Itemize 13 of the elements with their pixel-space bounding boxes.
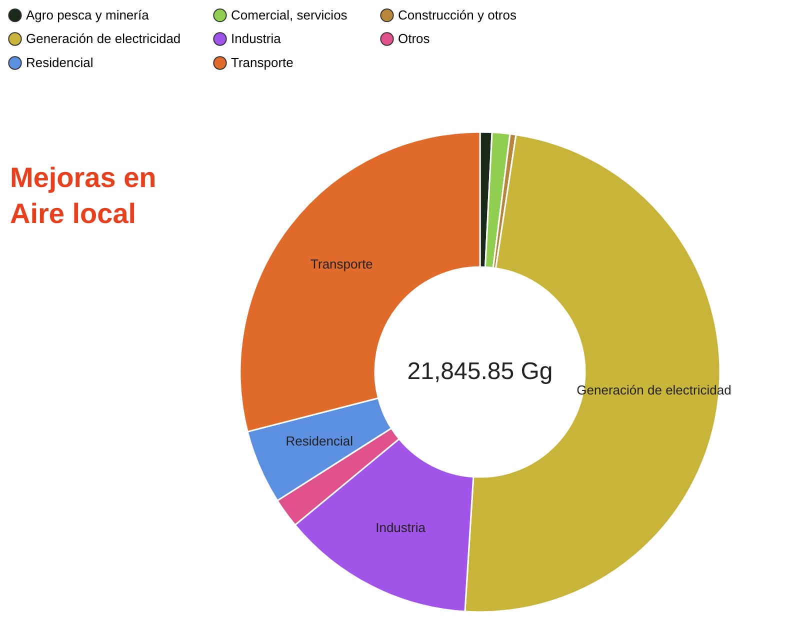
slice-label: Residencial — [286, 434, 354, 448]
legend-label: Residencial — [26, 55, 94, 70]
slice-label: Industria — [376, 520, 426, 535]
legend-label: Agro pesca y minería — [26, 7, 150, 22]
legend-label: Generación de electricidad — [26, 31, 181, 46]
legend-label: Industria — [231, 31, 282, 46]
legend-label: Transporte — [231, 55, 294, 70]
legend-label: Construcción y otros — [398, 7, 517, 22]
legend-label: Otros — [398, 31, 430, 46]
legend-label: Comercial, servicios — [231, 7, 348, 22]
text: Mejoras en Aire local — [10, 161, 158, 231]
slice-label: Transporte — [310, 256, 373, 272]
text: 21,845.85 Gg — [407, 358, 553, 385]
